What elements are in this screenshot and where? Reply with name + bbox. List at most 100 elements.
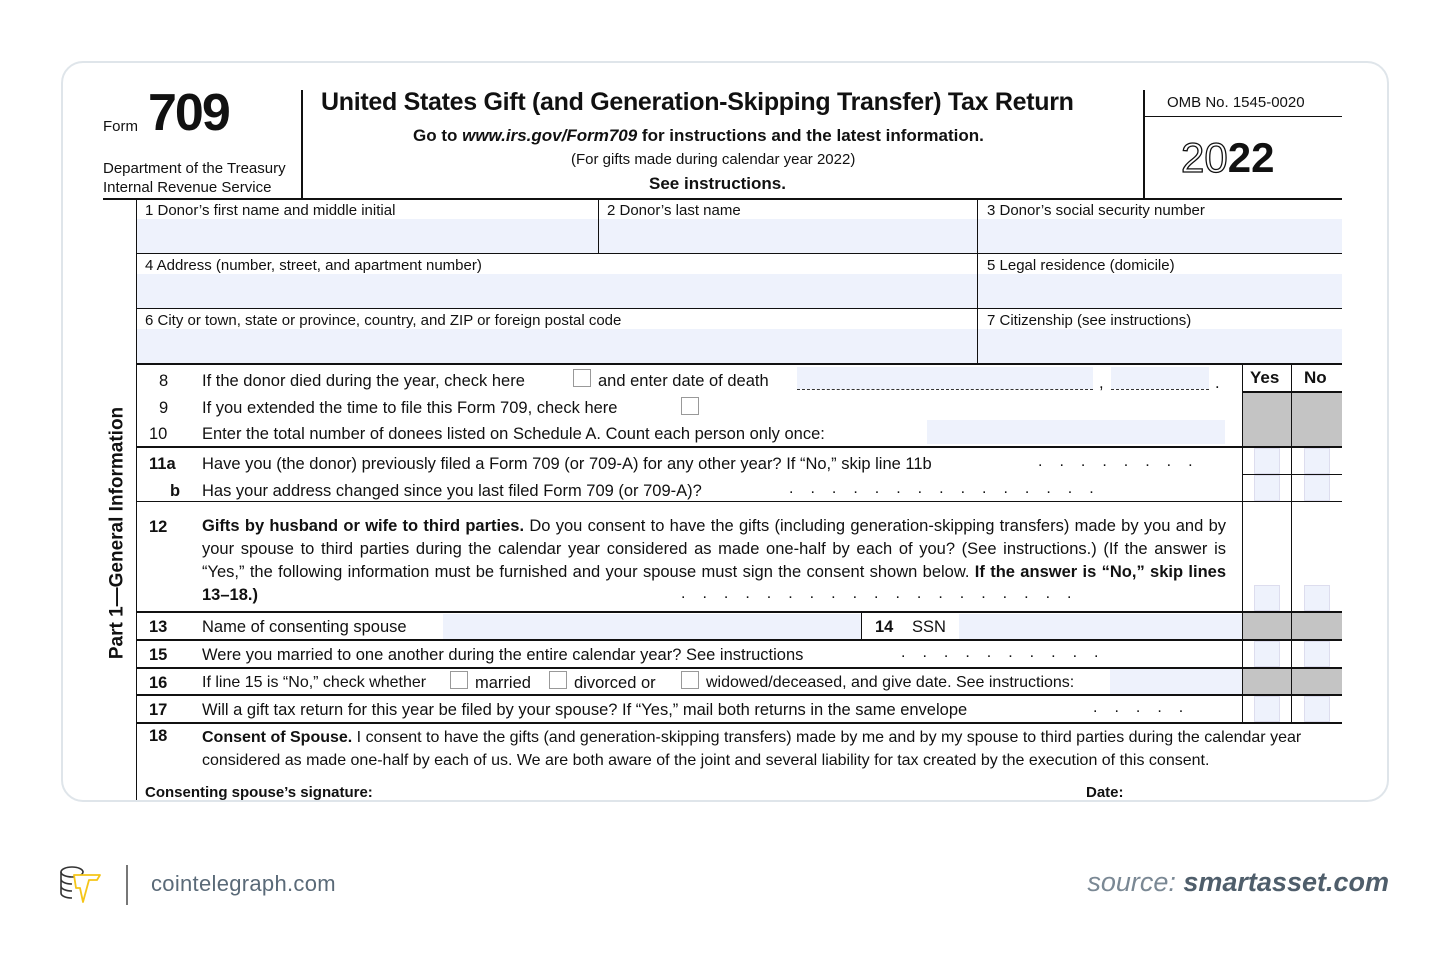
divider bbox=[136, 199, 137, 800]
widowed-label: widowed/deceased, and give date. See ins… bbox=[706, 674, 1075, 691]
married-label: married bbox=[475, 674, 531, 692]
field-1-2-3-input[interactable] bbox=[137, 219, 1342, 253]
line-16-number: 16 bbox=[149, 674, 168, 692]
divider bbox=[1143, 90, 1145, 198]
instructions-link-line: Go to www.irs.gov/Form709 for instructio… bbox=[413, 127, 984, 144]
divider bbox=[137, 501, 1342, 502]
divider bbox=[1242, 364, 1243, 722]
label-3: 3 Donor’s social security number bbox=[987, 202, 1205, 219]
line-15-text: Were you married to one another during t… bbox=[202, 646, 804, 664]
shaded-cell bbox=[1243, 393, 1291, 446]
divider bbox=[797, 389, 1093, 390]
line-15-no-checkbox[interactable] bbox=[1304, 641, 1330, 667]
shaded-cell bbox=[1243, 669, 1291, 695]
line-11b-number: b bbox=[170, 482, 181, 500]
form-title: United States Gift (and Generation-Skipp… bbox=[321, 88, 1074, 116]
divider bbox=[1242, 391, 1342, 393]
line-18-text: Consent of Spouse. I consent to have the… bbox=[202, 726, 1344, 772]
married-checkbox[interactable] bbox=[450, 671, 468, 689]
line-15-yes-checkbox[interactable] bbox=[1254, 641, 1280, 667]
line-10-number: 10 bbox=[149, 425, 168, 443]
leader-dots: ..... bbox=[1093, 699, 1201, 716]
line-16-text: If line 15 is “No,” check whether bbox=[202, 674, 427, 691]
line-12-heading: Gifts by husband or wife to third partie… bbox=[202, 517, 525, 535]
divider bbox=[137, 667, 1342, 669]
line-9-text: If you extended the time to file this Fo… bbox=[202, 399, 618, 417]
period: . bbox=[1215, 374, 1220, 392]
line-8-text-b: and enter date of death bbox=[598, 372, 769, 390]
line-11a-number: 11a bbox=[149, 455, 176, 473]
line-18-heading: Consent of Spouse. bbox=[202, 729, 353, 746]
donor-died-checkbox[interactable] bbox=[573, 369, 591, 387]
form-subtitle: (For gifts made during calendar year 202… bbox=[571, 151, 856, 168]
divider bbox=[137, 694, 1342, 696]
comma: , bbox=[1099, 374, 1104, 392]
line-17-no-checkbox[interactable] bbox=[1304, 696, 1330, 722]
line-12-number: 12 bbox=[149, 518, 168, 536]
form-number: 709 bbox=[148, 84, 231, 142]
label-7: 7 Citizenship (see instructions) bbox=[987, 312, 1192, 329]
source-site: smartasset.com bbox=[1183, 867, 1389, 897]
divider bbox=[598, 199, 599, 254]
divorced-label: divorced or bbox=[574, 674, 656, 692]
line-13-text: Name of consenting spouse bbox=[202, 618, 407, 636]
line-12-no-checkbox[interactable] bbox=[1304, 585, 1330, 611]
line-11b-no-checkbox[interactable] bbox=[1304, 475, 1330, 501]
widowed-checkbox[interactable] bbox=[681, 671, 699, 689]
divider bbox=[137, 611, 1342, 613]
shaded-cell bbox=[1292, 613, 1342, 639]
divider bbox=[137, 253, 1342, 254]
irs-url-link[interactable]: www.irs.gov/Form709 bbox=[462, 126, 638, 145]
shaded-cell bbox=[1292, 393, 1342, 446]
line-12-yes-checkbox[interactable] bbox=[1254, 585, 1280, 611]
label-5: 5 Legal residence (domicile) bbox=[987, 257, 1175, 274]
divider bbox=[1111, 389, 1209, 390]
line-11a-yes-checkbox[interactable] bbox=[1254, 448, 1280, 474]
field-4-5-input[interactable] bbox=[137, 274, 1342, 308]
no-header: No bbox=[1304, 368, 1327, 387]
date-of-death-year-input[interactable] bbox=[1111, 367, 1209, 389]
divider bbox=[301, 90, 303, 198]
leader-dots: .......... bbox=[901, 644, 1116, 661]
line-11b-yes-checkbox[interactable] bbox=[1254, 475, 1280, 501]
divider bbox=[1291, 364, 1292, 722]
divider bbox=[861, 613, 862, 640]
line-18-body: I consent to have the gifts (and generat… bbox=[202, 729, 1302, 769]
line-15-number: 15 bbox=[149, 646, 168, 664]
cointelegraph-logo-icon bbox=[58, 864, 104, 906]
line-8-number: 8 bbox=[159, 372, 169, 390]
divider bbox=[1144, 116, 1342, 117]
line-11a-no-checkbox[interactable] bbox=[1304, 448, 1330, 474]
divorced-checkbox[interactable] bbox=[549, 671, 567, 689]
field-6-7-input[interactable] bbox=[137, 329, 1342, 363]
extended-time-checkbox[interactable] bbox=[681, 397, 699, 415]
brand-name: cointelegraph.com bbox=[151, 871, 336, 896]
line-17-text: Will a gift tax return for this year be … bbox=[202, 701, 968, 719]
spouse-ssn-input[interactable] bbox=[959, 614, 1242, 639]
year-bold: 22 bbox=[1227, 134, 1275, 181]
shaded-cell bbox=[1292, 669, 1342, 695]
spouse-name-input[interactable] bbox=[443, 614, 861, 639]
line-10-text: Enter the total number of donees listed … bbox=[202, 425, 825, 443]
dept-line1: Department of the Treasury bbox=[103, 160, 286, 177]
shaded-cell bbox=[1243, 613, 1291, 639]
leader-dots: ........ bbox=[1038, 453, 1210, 470]
part-label: Part 1—General Information bbox=[106, 406, 128, 660]
line-11b-text: Has your address changed since you last … bbox=[202, 482, 702, 500]
leader-dots: ................... bbox=[681, 585, 1089, 602]
line-12-text: Gifts by husband or wife to third partie… bbox=[202, 515, 1226, 607]
line-16-date-input[interactable] bbox=[1110, 669, 1242, 694]
line-8-text: If the donor died during the year, check… bbox=[202, 372, 525, 390]
donee-count-input[interactable] bbox=[927, 420, 1225, 444]
year-outline: 20 bbox=[1180, 134, 1228, 181]
header-rule bbox=[103, 198, 1342, 200]
line-17-yes-checkbox[interactable] bbox=[1254, 696, 1280, 722]
line-9-number: 9 bbox=[159, 399, 169, 417]
tax-year: 2022 bbox=[1180, 134, 1275, 181]
yes-header: Yes bbox=[1250, 368, 1280, 387]
line-11a-text: Have you (the donor) previously filed a … bbox=[202, 455, 932, 473]
line-17-number: 17 bbox=[149, 701, 168, 719]
line-14-number: 14 bbox=[875, 618, 894, 636]
see-instructions: See instructions. bbox=[649, 174, 786, 193]
date-of-death-month-day-input[interactable] bbox=[797, 367, 1093, 389]
